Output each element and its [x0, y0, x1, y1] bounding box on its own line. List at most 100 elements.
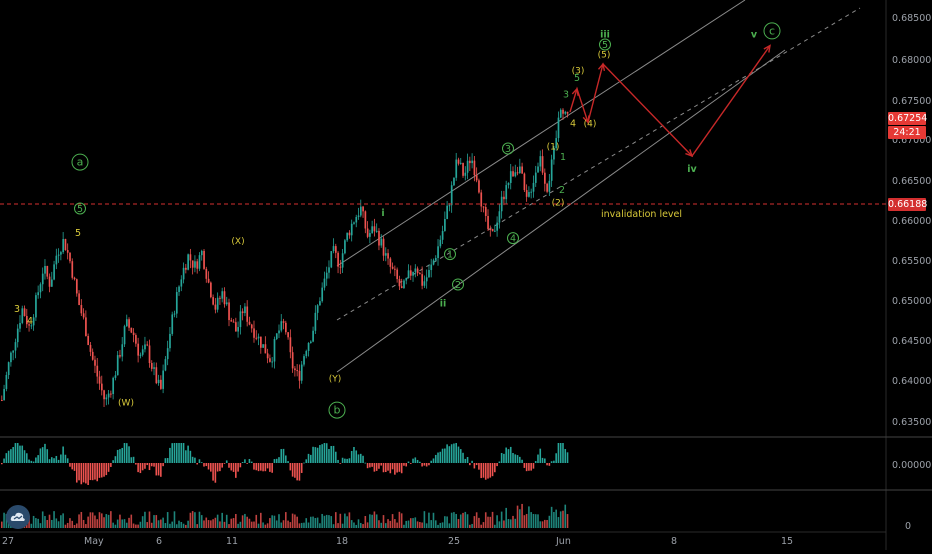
- candle-body: [316, 305, 319, 313]
- volume-bar: [271, 515, 273, 528]
- oscillator-bar: [166, 458, 169, 463]
- candle-body: [189, 254, 192, 261]
- price-tick: 0.65500: [892, 256, 931, 267]
- candle-body: [516, 172, 519, 174]
- candle-body: [389, 258, 392, 267]
- candle-body: [96, 365, 99, 377]
- volume-bar: [119, 514, 121, 528]
- oscillator-bar: [73, 463, 76, 471]
- volume-bar: [466, 514, 469, 528]
- candle-body: [464, 172, 467, 176]
- oscillator-bar: [189, 450, 192, 463]
- volume-bar: [107, 514, 110, 528]
- candle-body: [232, 321, 235, 323]
- candle-body: [82, 313, 85, 318]
- candle-body: [187, 254, 190, 270]
- oscillator-bar: [473, 463, 476, 469]
- oscillator-bar: [119, 449, 121, 463]
- oscillator-bar: [225, 460, 228, 463]
- candle-body: [146, 344, 149, 346]
- oscillator-bar: [459, 449, 462, 463]
- candle-body: [55, 255, 58, 265]
- volume-bar: [189, 512, 192, 528]
- candle-body: [178, 286, 180, 293]
- candle-body: [214, 304, 217, 310]
- candle-body: [32, 317, 35, 326]
- date-tick: May: [84, 536, 104, 547]
- candle-body: [264, 344, 267, 354]
- volume-bar: [230, 518, 233, 528]
- price-tick: 0.66500: [892, 176, 931, 187]
- wave-label: (3): [572, 67, 585, 77]
- volume-bar: [459, 514, 462, 528]
- last-price-tag: 0.67254: [888, 112, 928, 125]
- candle-body: [378, 230, 380, 246]
- projection-arrowhead: [685, 149, 694, 158]
- candle-body: [287, 332, 289, 338]
- volume-bar: [505, 507, 507, 528]
- oscillator-bar: [446, 444, 448, 463]
- candle-body: [314, 312, 317, 331]
- candle-body: [230, 320, 233, 322]
- volume-bar: [250, 521, 253, 528]
- date-tick: 8: [671, 536, 677, 547]
- volume-bar: [260, 512, 262, 528]
- volume-bar: [137, 524, 139, 528]
- wave-label: (X): [231, 237, 244, 247]
- oscillator-bar: [221, 463, 223, 468]
- candle-body: [237, 327, 239, 332]
- projection-arrowhead: [582, 115, 590, 124]
- oscillator-bar: [466, 456, 469, 463]
- volume-bar: [337, 523, 339, 528]
- candle-body: [191, 260, 194, 268]
- candle-body: [473, 160, 476, 176]
- oscillator-bar: [371, 463, 373, 467]
- candle-body: [148, 345, 151, 364]
- volume-bar: [369, 514, 371, 528]
- oscillator-bar: [382, 463, 385, 473]
- volume-bar: [537, 514, 539, 528]
- candle-body: [255, 337, 258, 339]
- candle-body: [78, 293, 80, 306]
- volume-bar: [82, 519, 85, 528]
- volume-bar: [496, 515, 498, 528]
- candle-body: [339, 266, 342, 268]
- oscillator-bar: [348, 458, 351, 463]
- candle-body: [487, 215, 489, 229]
- brand-logo[interactable]: [6, 505, 30, 529]
- volume-bar: [110, 511, 112, 528]
- oscillator-bar: [146, 463, 149, 466]
- volume-bar: [30, 523, 33, 528]
- oscillator-bar: [64, 454, 67, 463]
- oscillator-bar: [121, 447, 124, 463]
- candle-body: [566, 111, 569, 114]
- channel-upper-line: [336, 0, 746, 267]
- oscillator-bar: [475, 463, 478, 466]
- candle-body: [30, 325, 33, 327]
- oscillator-bar: [516, 455, 519, 463]
- oscillator-bar: [273, 459, 276, 463]
- volume-bar: [432, 512, 435, 528]
- oscillator-bar: [496, 463, 498, 467]
- volume-bar: [35, 518, 37, 528]
- wave-label: (1): [547, 143, 560, 153]
- volume-bar: [303, 522, 305, 528]
- oscillator-bar: [557, 443, 560, 463]
- candle-body: [157, 379, 160, 384]
- volume-bar: [53, 511, 55, 528]
- candle-body: [469, 160, 471, 164]
- candle-body: [23, 308, 26, 316]
- oscillator-bar: [214, 463, 217, 483]
- oscillator-bar: [175, 443, 178, 463]
- candle-body: [380, 238, 383, 246]
- candle-body: [403, 280, 405, 288]
- candle-body: [523, 173, 526, 191]
- wave-label: 3: [505, 144, 511, 155]
- volume-bar: [57, 521, 60, 528]
- volume-bar: [503, 520, 505, 528]
- oscillator-bar: [491, 463, 494, 477]
- oscillator-bar: [266, 463, 269, 469]
- volume-bar: [216, 514, 219, 528]
